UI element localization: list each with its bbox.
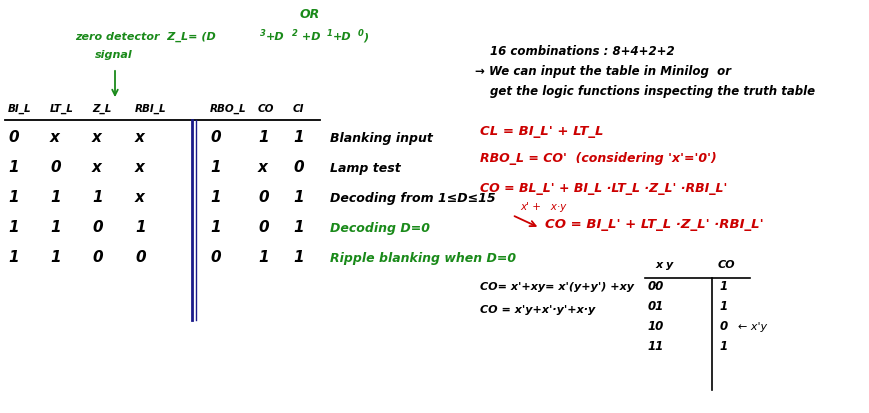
- Text: 1: 1: [720, 280, 728, 293]
- Text: 0: 0: [258, 220, 269, 235]
- Text: x: x: [92, 130, 102, 145]
- Text: x: x: [135, 160, 145, 175]
- Text: 1: 1: [50, 190, 61, 205]
- Text: 1: 1: [293, 130, 303, 145]
- Text: Lamp test: Lamp test: [330, 162, 401, 175]
- Text: CO: CO: [718, 260, 736, 270]
- Text: CI: CI: [293, 104, 304, 114]
- Text: CO = x'y+x'·y'+x·y: CO = x'y+x'·y'+x·y: [480, 305, 595, 315]
- Text: x y: x y: [655, 260, 673, 270]
- Text: 0: 0: [293, 160, 303, 175]
- Text: RBO_L: RBO_L: [210, 104, 247, 114]
- Text: 1: 1: [258, 130, 269, 145]
- Text: 1: 1: [210, 220, 221, 235]
- Text: 1: 1: [258, 250, 269, 265]
- Text: 1: 1: [210, 190, 221, 205]
- Text: 00: 00: [648, 280, 664, 293]
- Text: 0: 0: [92, 250, 103, 265]
- Text: 0: 0: [210, 250, 221, 265]
- Text: get the logic functions inspecting the truth table: get the logic functions inspecting the t…: [490, 85, 815, 98]
- Text: 1: 1: [50, 250, 61, 265]
- Text: ← x'y: ← x'y: [738, 322, 767, 332]
- Text: OR: OR: [300, 8, 320, 21]
- Text: 1: 1: [135, 220, 146, 235]
- Text: x: x: [50, 130, 60, 145]
- Text: +D: +D: [266, 32, 285, 42]
- Text: 1: 1: [293, 190, 303, 205]
- Text: x' +   x·y: x' + x·y: [520, 202, 567, 212]
- Text: RBI_L: RBI_L: [135, 104, 167, 114]
- Text: Decoding from 1≤D≤15: Decoding from 1≤D≤15: [330, 192, 495, 205]
- Text: 0: 0: [720, 320, 728, 333]
- Text: 11: 11: [648, 340, 664, 353]
- Text: +D: +D: [298, 32, 321, 42]
- Text: BI_L: BI_L: [8, 104, 31, 114]
- Text: Ripple blanking when D=0: Ripple blanking when D=0: [330, 252, 516, 265]
- Text: 0: 0: [135, 250, 146, 265]
- Text: 1: 1: [210, 160, 221, 175]
- Text: 1: 1: [293, 220, 303, 235]
- Text: CO: CO: [258, 104, 275, 114]
- Text: RBO_L = CO'  (considering 'x'='0'): RBO_L = CO' (considering 'x'='0'): [480, 152, 717, 165]
- Text: CO = BI_L' + LT_L ·Z_L' ·RBI_L': CO = BI_L' + LT_L ·Z_L' ·RBI_L': [545, 218, 764, 231]
- Text: 2: 2: [292, 29, 298, 38]
- Text: 1: 1: [720, 340, 728, 353]
- Text: +D: +D: [333, 32, 352, 42]
- Text: x: x: [258, 160, 268, 175]
- Text: 10: 10: [648, 320, 664, 333]
- Text: 1: 1: [720, 300, 728, 313]
- Text: 1: 1: [293, 250, 303, 265]
- Text: 1: 1: [8, 220, 18, 235]
- Text: 1: 1: [8, 190, 18, 205]
- Text: 1: 1: [8, 160, 18, 175]
- Text: 0: 0: [92, 220, 103, 235]
- Text: 1: 1: [50, 220, 61, 235]
- Text: x: x: [135, 190, 145, 205]
- Text: 1: 1: [92, 190, 103, 205]
- Text: 16 combinations : 8+4+2+2: 16 combinations : 8+4+2+2: [490, 45, 674, 58]
- Text: CO= x'+xy= x'(y+y') +xy: CO= x'+xy= x'(y+y') +xy: [480, 282, 634, 292]
- Text: 0: 0: [210, 130, 221, 145]
- Text: 3: 3: [260, 29, 266, 38]
- Text: x: x: [92, 160, 102, 175]
- Text: ): ): [363, 32, 368, 42]
- Text: Blanking input: Blanking input: [330, 132, 433, 145]
- Text: 01: 01: [648, 300, 664, 313]
- Text: CL = BI_L' + LT_L: CL = BI_L' + LT_L: [480, 125, 603, 138]
- Text: 0: 0: [8, 130, 18, 145]
- Text: CO = BL_L' + BI_L ·LT_L ·Z_L' ·RBI_L': CO = BL_L' + BI_L ·LT_L ·Z_L' ·RBI_L': [480, 182, 727, 195]
- Text: 0: 0: [258, 190, 269, 205]
- Text: Decoding D=0: Decoding D=0: [330, 222, 430, 235]
- Text: x: x: [135, 130, 145, 145]
- Text: → We can input the table in Minilog  or: → We can input the table in Minilog or: [475, 65, 731, 78]
- Text: 0: 0: [50, 160, 61, 175]
- Text: signal: signal: [95, 50, 133, 60]
- Text: 0: 0: [358, 29, 364, 38]
- Text: 1: 1: [327, 29, 333, 38]
- Text: Z_L: Z_L: [92, 104, 111, 114]
- Text: zero detector  Z_L= (D: zero detector Z_L= (D: [75, 32, 216, 42]
- Text: 1: 1: [8, 250, 18, 265]
- Text: LT_L: LT_L: [50, 104, 74, 114]
